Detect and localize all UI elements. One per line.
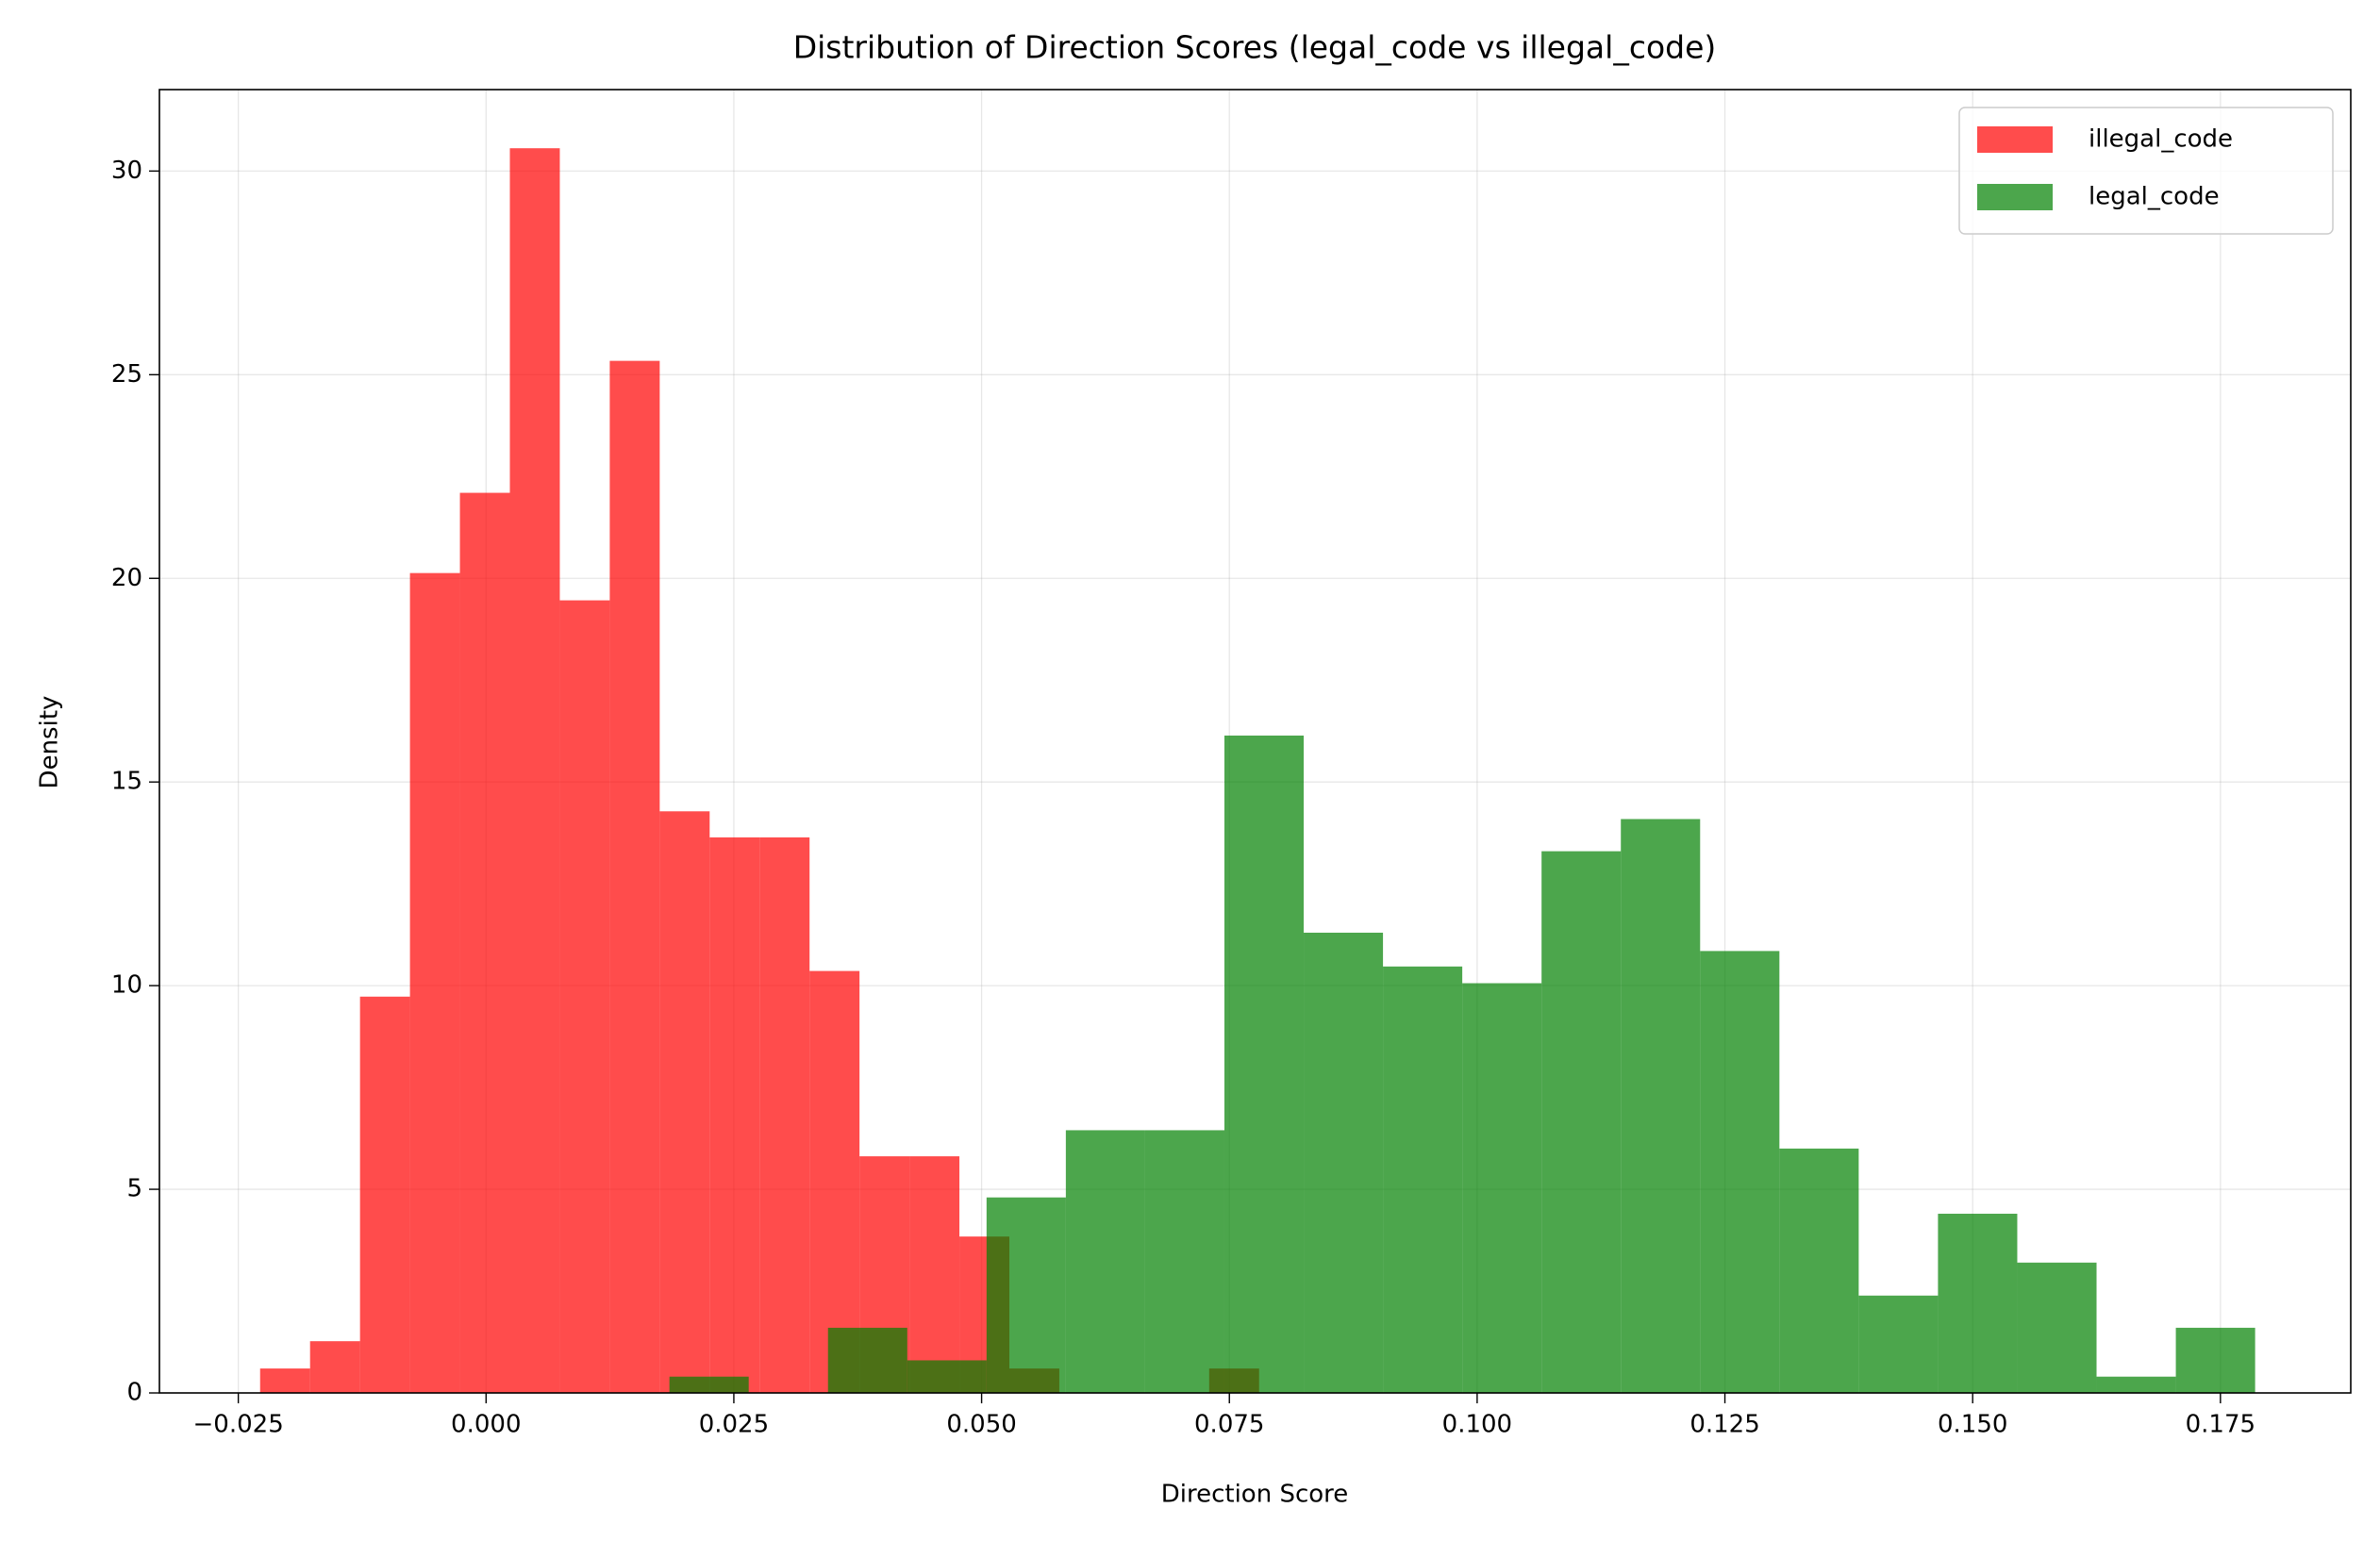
histogram-bar <box>986 1197 1066 1393</box>
histogram-bar <box>809 970 860 1393</box>
x-axis-label: Direction Score <box>1161 1481 1349 1509</box>
histogram-bar <box>459 492 510 1393</box>
x-tick-label: 0.050 <box>946 1411 1016 1439</box>
x-tick-label: 0.025 <box>699 1411 769 1439</box>
x-tick-label: 0.125 <box>1689 1411 1759 1439</box>
y-axis-label: Density <box>36 696 64 789</box>
legend-swatch <box>1977 184 2053 210</box>
y-tick-label: 15 <box>111 768 142 796</box>
histogram-bar <box>309 1341 360 1393</box>
histogram-bar <box>1621 819 1701 1393</box>
legend-swatch <box>1977 126 2053 153</box>
histogram-bar <box>709 837 760 1393</box>
legend-label: illegal_code <box>2089 125 2233 154</box>
histogram-bar <box>669 1376 749 1393</box>
y-tick-label: 10 <box>111 971 142 1000</box>
y-tick-label: 5 <box>126 1175 142 1203</box>
legend-label: legal_code <box>2089 183 2220 211</box>
y-tick-label: 25 <box>111 360 142 389</box>
histogram-bar <box>1779 1148 1859 1393</box>
histogram-bar <box>359 996 410 1393</box>
chart-title: Distribution of Direction Scores (legal_… <box>793 29 1717 66</box>
histogram-bar <box>1858 1295 1939 1393</box>
histogram-bar <box>559 600 610 1393</box>
y-tick-label: 0 <box>126 1379 142 1407</box>
histogram-bar <box>1223 735 1305 1393</box>
x-tick-label: 0.175 <box>2186 1411 2255 1439</box>
histogram-bar <box>1383 966 1463 1393</box>
histogram-bar <box>659 811 710 1393</box>
x-tick-label: 0.150 <box>1938 1411 2007 1439</box>
histogram-bar <box>909 1156 960 1393</box>
histogram-bar <box>259 1368 310 1393</box>
histogram-bar <box>1938 1213 2018 1393</box>
y-tick-label: 20 <box>111 564 142 592</box>
histogram-bar <box>1700 951 1780 1393</box>
histogram-bar <box>759 837 810 1393</box>
histogram-bar <box>2096 1376 2176 1393</box>
histogram-bar <box>1304 932 1384 1393</box>
x-tick-label: 0.100 <box>1442 1411 1512 1439</box>
x-tick-label: 0.075 <box>1194 1411 1264 1439</box>
plot-frame <box>158 89 2352 1394</box>
histogram-bar <box>1541 851 1622 1393</box>
y-tick-label: 30 <box>111 157 142 185</box>
x-tick-label: 0.000 <box>451 1411 521 1439</box>
histogram-bar <box>907 1360 987 1393</box>
histogram-bar <box>2017 1262 2097 1393</box>
histogram-bar <box>827 1327 907 1393</box>
legend: illegal_code legal_code <box>1958 107 2334 235</box>
x-tick-label: −0.025 <box>193 1411 284 1439</box>
histogram-bar <box>1462 983 1542 1393</box>
histogram-bar <box>2175 1327 2255 1393</box>
histogram-bar <box>1144 1130 1224 1393</box>
histogram-bar <box>609 360 660 1393</box>
histogram-bar <box>509 148 560 1394</box>
histogram-bar <box>1065 1130 1145 1393</box>
histogram-bar <box>409 572 460 1393</box>
